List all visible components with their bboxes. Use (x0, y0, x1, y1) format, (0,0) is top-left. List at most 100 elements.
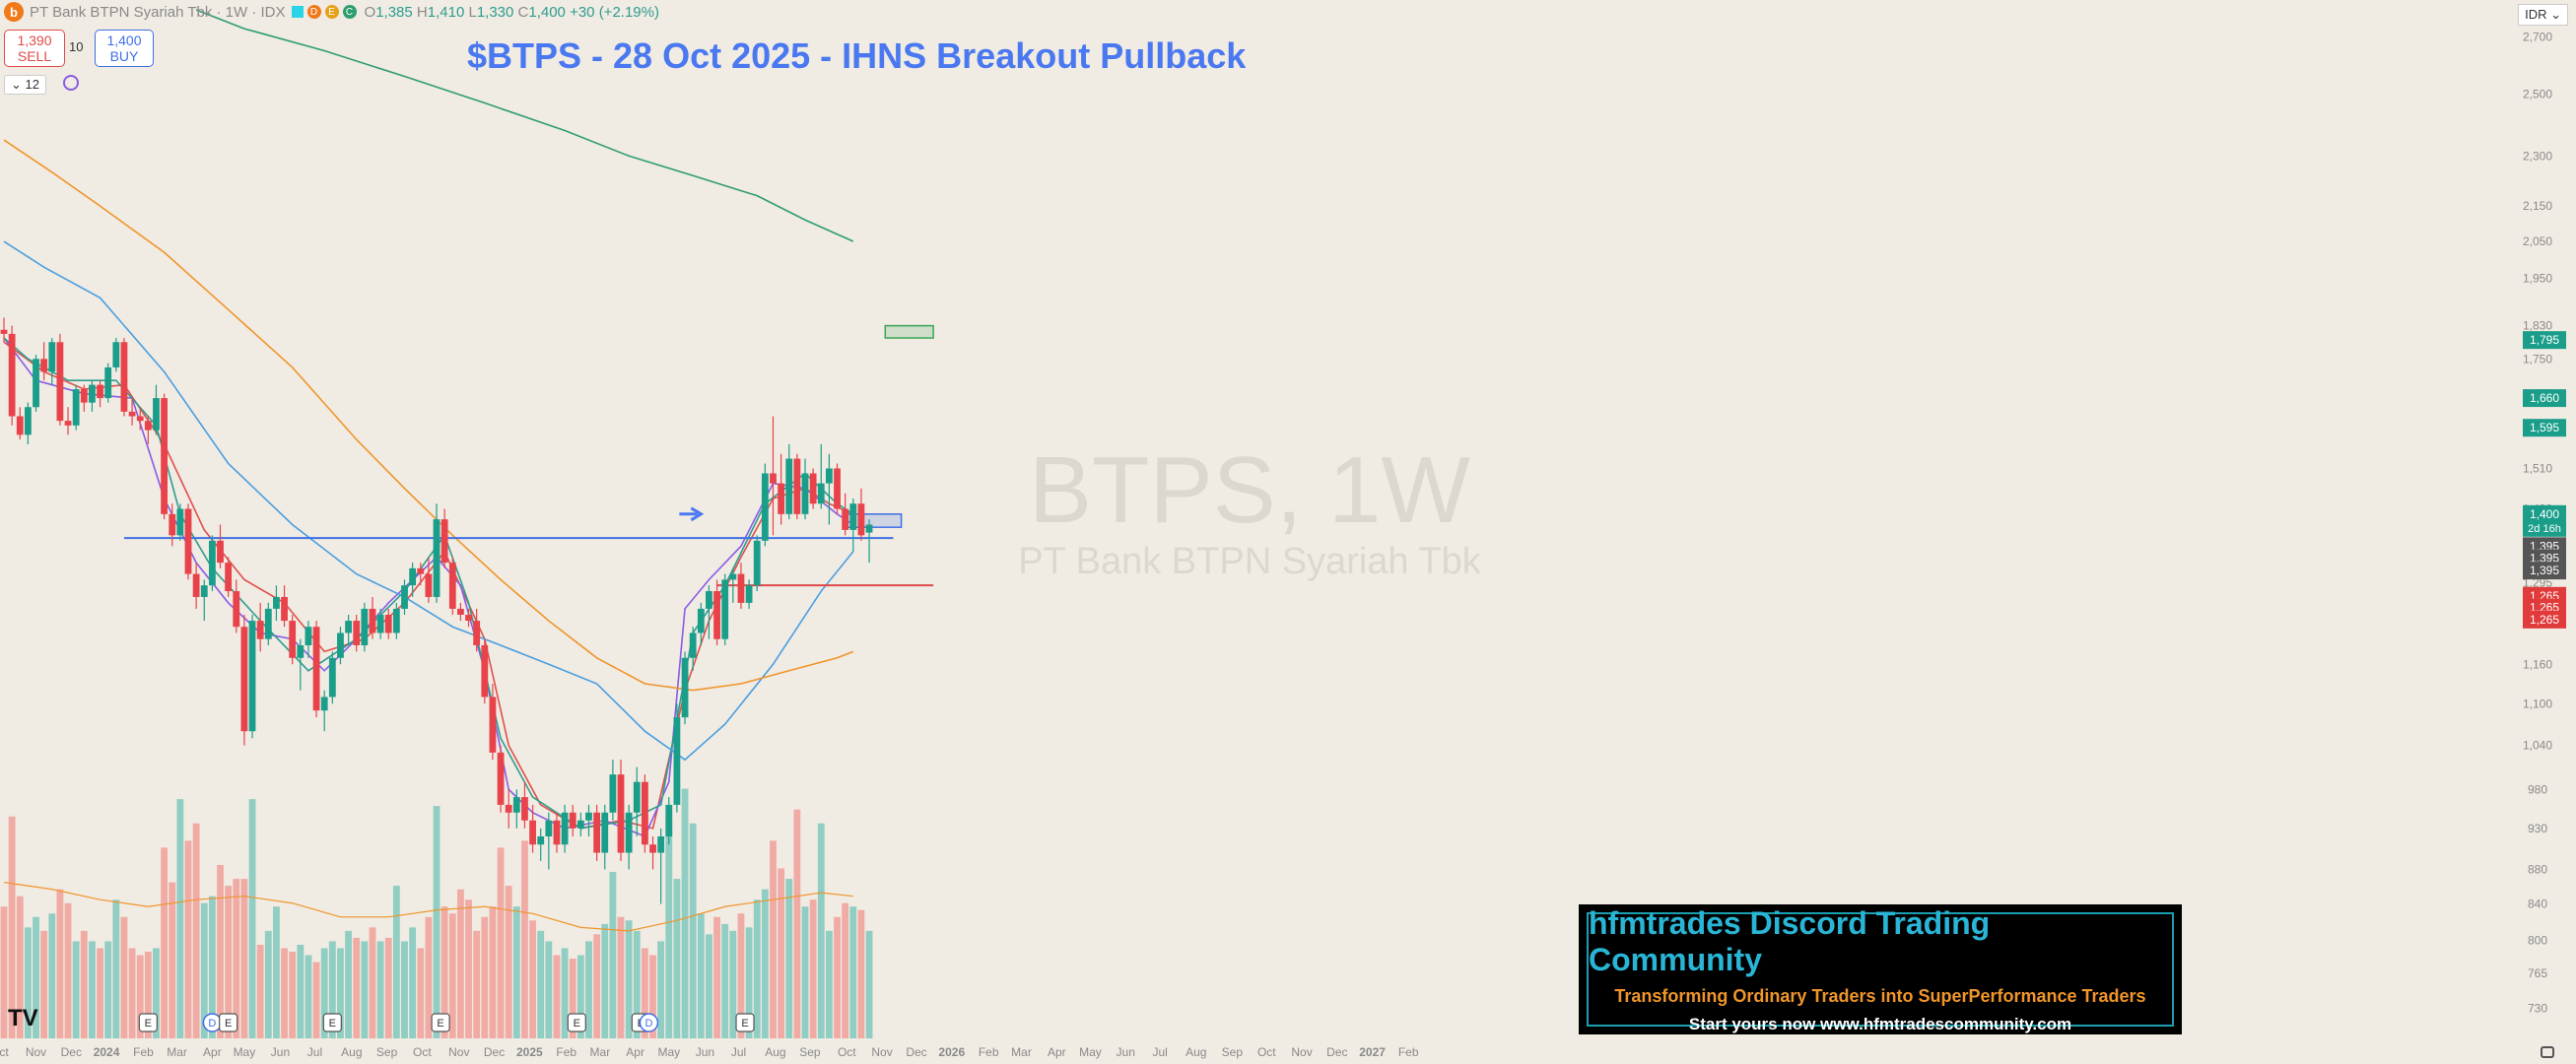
price-label-bg (2523, 389, 2566, 408)
x-tick-label: 2024 (94, 1045, 120, 1059)
volume-bar (128, 948, 136, 1038)
x-tick-label: Oct (413, 1045, 432, 1059)
candle-body (481, 645, 489, 698)
moving-average-line (3, 337, 854, 830)
tradingview-logo[interactable]: TV (8, 1005, 38, 1031)
trade-quantity[interactable]: 10 (69, 39, 84, 54)
candle-body (409, 567, 417, 586)
volume-bar (537, 930, 545, 1038)
candle-body (240, 627, 248, 732)
candle-body (737, 573, 745, 603)
y-tick-label: 840 (2528, 898, 2547, 911)
candle-body (529, 820, 536, 845)
earnings-marker (735, 1013, 755, 1032)
event-label: E (741, 1018, 748, 1030)
volume-bar (785, 879, 793, 1038)
badge-e[interactable]: E (324, 5, 339, 19)
x-tick-label: Jul (731, 1045, 746, 1059)
volume-bar (248, 799, 256, 1038)
x-tick-label: Apr (626, 1045, 644, 1059)
candle-body (297, 645, 305, 658)
candle-body (842, 508, 849, 530)
currency-select[interactable]: IDR ⌄ (2518, 4, 2568, 26)
volume-bar (633, 930, 641, 1038)
volume-bar (305, 955, 312, 1038)
price-label-bg (2523, 610, 2566, 629)
x-tick-label: Jun (696, 1045, 714, 1059)
x-tick-label: ct (0, 1045, 9, 1059)
candle-body (706, 591, 712, 609)
volume-bar (505, 886, 512, 1038)
candle-body (33, 359, 39, 408)
candle-body (489, 697, 497, 753)
sell-button[interactable]: 1,390 SELL (4, 30, 65, 67)
volume-bar (233, 879, 240, 1038)
volume-bar (112, 899, 120, 1038)
candle-body (801, 473, 809, 514)
volume-bar (865, 930, 873, 1038)
volume-bar (56, 889, 64, 1038)
x-tick-label: Sep (376, 1045, 398, 1059)
candle-body (384, 614, 392, 633)
candle-body (649, 844, 656, 853)
y-tick-label: 930 (2528, 822, 2547, 835)
candle-body (809, 473, 817, 504)
y-tick-label: 800 (2528, 933, 2547, 947)
volume-bar (441, 906, 448, 1038)
candle-body (729, 573, 737, 580)
x-tick-label: Apr (203, 1045, 222, 1059)
candle-body (369, 608, 376, 633)
event-label: D (208, 1018, 216, 1030)
volume-bar (401, 941, 408, 1038)
candle-body (192, 573, 200, 597)
sync-icon[interactable] (63, 75, 79, 91)
x-tick-label: 2025 (516, 1045, 543, 1059)
volume-bar (657, 941, 665, 1038)
buy-button[interactable]: 1,400 BUY (95, 30, 154, 67)
buy-price: 1,400 (106, 33, 142, 48)
candle-body (401, 585, 408, 609)
volume-bar (793, 809, 801, 1038)
volume-bar (825, 930, 833, 1038)
candle-body (425, 573, 433, 597)
symbol-header: b PT Bank BTPN Syariah Tbk · 1W · IDX D … (0, 0, 659, 24)
candle-body (376, 614, 384, 633)
y-tick-label: 2,500 (2523, 87, 2552, 100)
earnings-marker (567, 1013, 586, 1032)
volume-bar (625, 920, 633, 1038)
candle-body (633, 781, 641, 813)
volume-bar (8, 816, 16, 1038)
indicators-toggle[interactable]: ⌄ 12 (4, 75, 46, 95)
candle-body (825, 468, 833, 484)
volume-bar (465, 899, 472, 1038)
candle-body (545, 820, 553, 836)
candle-body (770, 473, 777, 484)
volume-bar (384, 937, 392, 1038)
volume-bar (289, 952, 297, 1038)
volume-bar (497, 847, 505, 1038)
candle-body (184, 508, 192, 574)
promo-subtitle: Transforming Ordinary Traders into Super… (1614, 985, 2146, 1006)
x-tick-label: Feb (556, 1045, 576, 1059)
volume-bar (345, 930, 352, 1038)
visibility-icon[interactable] (291, 6, 304, 18)
candle-body (89, 384, 96, 403)
volume-bar (161, 847, 168, 1038)
camera-icon[interactable] (2541, 1046, 2554, 1058)
dividend-marker (639, 1013, 659, 1032)
moving-average-line (195, 9, 854, 242)
volume-bar (48, 913, 56, 1038)
promo-cta: Start yours now www.hfmtradescommunity.c… (1688, 1014, 2072, 1033)
candle-body (256, 621, 264, 639)
volume-bar (169, 882, 176, 1038)
badge-d[interactable]: D (306, 5, 321, 19)
y-tick-label: 880 (2528, 862, 2547, 876)
candle-body (0, 329, 8, 334)
badge-c[interactable]: C (342, 5, 357, 19)
volume-bar (425, 916, 433, 1038)
symbol-info[interactable]: PT Bank BTPN Syariah Tbk · 1W · IDX (30, 3, 286, 21)
price-label-bg (2523, 562, 2566, 580)
candle-body (112, 342, 120, 367)
x-tick-label: Jun (271, 1045, 290, 1059)
